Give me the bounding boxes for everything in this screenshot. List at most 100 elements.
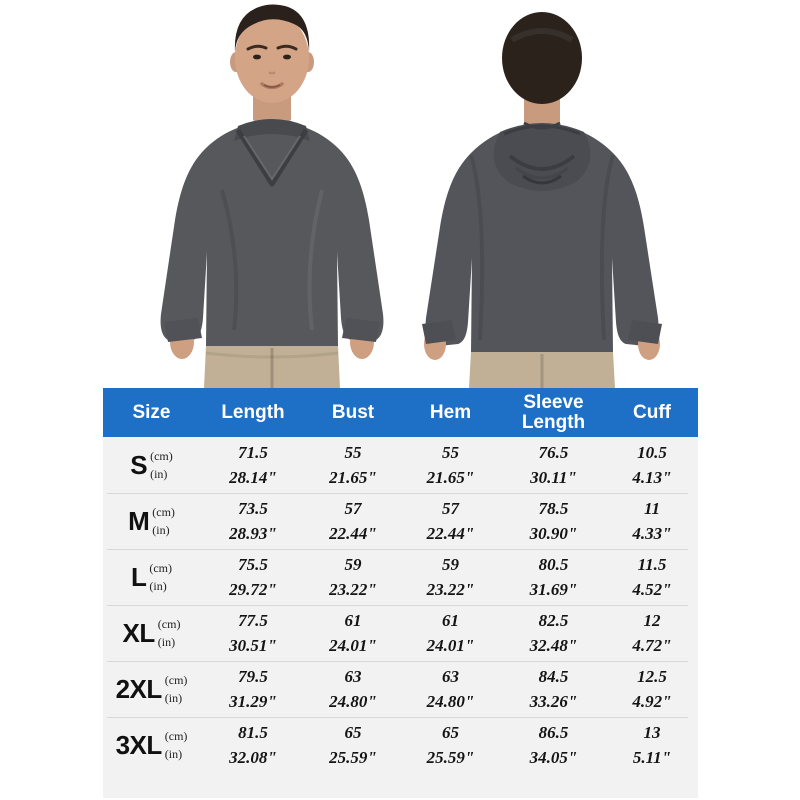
value-in: 21.65" xyxy=(329,468,377,487)
value-in: 21.65" xyxy=(426,468,475,487)
size-cell: M (cm) (in) xyxy=(103,493,200,549)
value-cm: 81.5 xyxy=(238,723,268,742)
measurement-cell: 61 24.01" xyxy=(400,605,501,661)
thumbhole-cuff-left xyxy=(164,318,202,342)
thumbhole-cuff-right xyxy=(342,318,380,342)
value-in: 24.80" xyxy=(426,692,475,711)
unit-in-label: (in) xyxy=(150,467,168,481)
measurement-cell: 63 24.80" xyxy=(306,661,400,717)
value-cm: 59 xyxy=(344,555,362,574)
value-in: 28.14" xyxy=(229,468,277,487)
value-in: 34.05" xyxy=(529,748,578,767)
value-in: 22.44" xyxy=(426,524,475,543)
table-row: L (cm) (in) 75.5 29.72" 59 23.22" 59 23.22"… xyxy=(103,549,698,605)
measurement-cell: 55 21.65" xyxy=(306,437,400,493)
value-in: 4.52" xyxy=(632,580,672,599)
value-cm: 63 xyxy=(344,667,362,686)
eyebrow-left xyxy=(246,44,268,51)
size-label: S xyxy=(130,449,148,480)
eye-right xyxy=(283,54,291,60)
measurement-cell: 10.5 4.13" xyxy=(606,437,698,493)
value-cm: 71.5 xyxy=(238,443,268,462)
measurement-cell: 11 4.33" xyxy=(606,493,698,549)
face xyxy=(235,13,309,103)
value-cm: 65 xyxy=(442,723,459,742)
measurement-cell: 12.5 4.92" xyxy=(606,661,698,717)
value-in: 4.13" xyxy=(632,468,672,487)
measurement-cell: 82.5 32.48" xyxy=(501,605,606,661)
measurement-cell: 79.5 31.29" xyxy=(200,661,306,717)
value-in: 25.59" xyxy=(426,748,475,767)
nose xyxy=(268,71,276,75)
table-row: M (cm) (in) 73.5 28.93" 57 22.44" 57 22.44"… xyxy=(103,493,698,549)
size-label: M xyxy=(128,505,150,536)
value-cm: 61 xyxy=(344,611,362,630)
measurement-cell: 78.5 30.90" xyxy=(501,493,606,549)
column-header-cuff: Cuff xyxy=(633,401,671,423)
nape-hairline xyxy=(520,70,564,101)
value-cm: 55 xyxy=(344,443,362,462)
value-cm: 57 xyxy=(344,499,362,518)
measurement-cell: 59 23.22" xyxy=(306,549,400,605)
measurement-cell: 55 21.65" xyxy=(400,437,501,493)
unit-in-label: (in) xyxy=(152,523,170,537)
value-cm: 77.5 xyxy=(238,611,268,630)
column-header-sleeve-length: Sleeve Length xyxy=(521,391,586,433)
hoodie-front xyxy=(160,122,384,346)
size-label: XL xyxy=(122,617,156,648)
hood-drape xyxy=(493,123,591,191)
value-in: 4.33" xyxy=(632,524,672,543)
model-back-figure xyxy=(422,12,662,388)
value-in: 4.92" xyxy=(632,692,672,711)
value-in: 31.29" xyxy=(229,692,277,711)
table-row: XL (cm) (in) 77.5 30.51" 61 24.01" 61 24.01… xyxy=(103,605,698,661)
measurement-cell: 57 22.44" xyxy=(306,493,400,549)
value-in: 23.22" xyxy=(426,580,475,599)
table-row: 2XL (cm) (in) 79.5 31.29" 63 24.80" 63 24.8… xyxy=(103,661,698,717)
size-label: 3XL xyxy=(115,729,163,760)
unit-in-label: (in) xyxy=(157,635,176,649)
measurement-cell: 73.5 28.93" xyxy=(200,493,306,549)
unit-cm-label: (cm) xyxy=(152,505,175,519)
pants-front xyxy=(204,346,340,388)
model-front-figure xyxy=(160,4,384,388)
value-in: 22.44" xyxy=(329,524,377,543)
value-cm: 65 xyxy=(344,723,362,742)
model-back-photo xyxy=(422,12,662,388)
measurement-cell: 65 25.59" xyxy=(400,717,501,773)
measurement-cell: 77.5 30.51" xyxy=(200,605,306,661)
value-in: 33.26" xyxy=(529,692,578,711)
value-cm: 86.5 xyxy=(538,723,569,742)
value-cm: 57 xyxy=(442,499,459,518)
unit-in-label: (in) xyxy=(164,691,183,705)
value-cm: 10.5 xyxy=(637,443,667,462)
column-header-hem: Hem xyxy=(429,401,472,423)
size-cell: S (cm) (in) xyxy=(103,437,200,493)
unit-cm-label: (cm) xyxy=(150,449,173,463)
unit-in-label: (in) xyxy=(164,747,183,761)
cuff-left xyxy=(422,320,456,344)
value-in: 32.48" xyxy=(529,636,578,655)
value-cm: 84.5 xyxy=(538,667,569,686)
measurement-cell: 81.5 32.08" xyxy=(200,717,306,773)
measurement-cell: 71.5 28.14" xyxy=(200,437,306,493)
size-label: 2XL xyxy=(115,673,163,704)
hoodie-back xyxy=(425,124,659,352)
column-header-size: Size xyxy=(132,401,171,423)
value-cm: 12.5 xyxy=(637,667,667,686)
measurement-cell: 12 4.72" xyxy=(606,605,698,661)
table-row: 3XL (cm) (in) 81.5 32.08" 65 25.59" 65 25.5… xyxy=(103,717,698,773)
value-in: 28.93" xyxy=(229,524,277,543)
measurement-cell: 76.5 30.11" xyxy=(501,437,606,493)
eye-left xyxy=(253,54,261,60)
value-cm: 13 xyxy=(643,723,661,742)
collar-rim xyxy=(523,121,561,130)
size-cell: L (cm) (in) xyxy=(103,549,200,605)
value-cm: 75.5 xyxy=(238,555,268,574)
hood-behind-neck xyxy=(234,119,310,141)
column-header-bust: Bust xyxy=(331,401,375,423)
unit-cm-label: (cm) xyxy=(164,673,188,687)
measurement-cell: 65 25.59" xyxy=(306,717,400,773)
value-cm: 79.5 xyxy=(238,667,268,686)
model-front-photo xyxy=(160,4,384,388)
